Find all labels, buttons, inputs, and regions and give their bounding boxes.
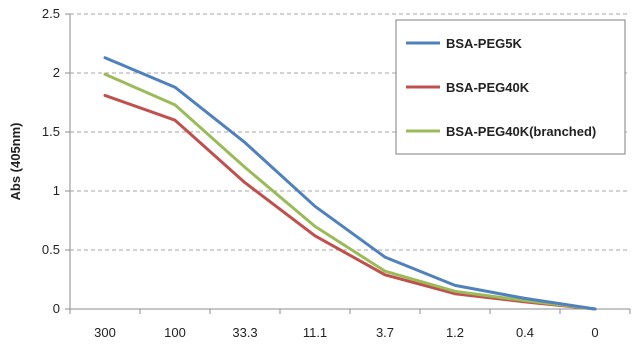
- x-tick-label-0: 300: [94, 325, 116, 340]
- x-tick-label-3: 11.1: [303, 325, 327, 340]
- y-tick-label-4: 2: [53, 65, 60, 80]
- x-tick-label-7: 0: [591, 325, 598, 340]
- y-tick-label-5: 2.5: [42, 6, 60, 21]
- series-lines: [103, 56, 597, 311]
- y-tick-label-3: 1.5: [42, 124, 60, 139]
- legend: BSA-PEG5K BSA-PEG40K BSA-PEG40K(branched): [395, 19, 626, 155]
- y-tick-label-0: 0: [53, 301, 60, 316]
- x-tick-label-2: 33.3: [232, 325, 257, 340]
- y-tick-label-1: 0.5: [42, 242, 60, 257]
- y-tick-label-2: 1: [53, 183, 60, 198]
- x-tick-label-1: 100: [164, 325, 186, 340]
- series-line-bsa-peg5k: [103, 56, 597, 311]
- x-tick-label-6: 0.4: [516, 325, 534, 340]
- y-axis-title: Abs (405nm): [8, 122, 23, 200]
- axes: 0 0.5 1 1.5 2 2.5 300 100 33.3 11.1 3.7 1.2 0.4 0: [42, 6, 631, 340]
- x-tick-label-5: 1.2: [446, 325, 464, 340]
- series-line-bsa-peg40k-branched-: [103, 72, 597, 311]
- legend-label-1: BSA-PEG40K: [446, 80, 530, 95]
- legend-label-0: BSA-PEG5K: [446, 36, 522, 51]
- legend-label-2: BSA-PEG40K(branched): [446, 124, 596, 139]
- x-tick-label-4: 3.7: [376, 325, 394, 340]
